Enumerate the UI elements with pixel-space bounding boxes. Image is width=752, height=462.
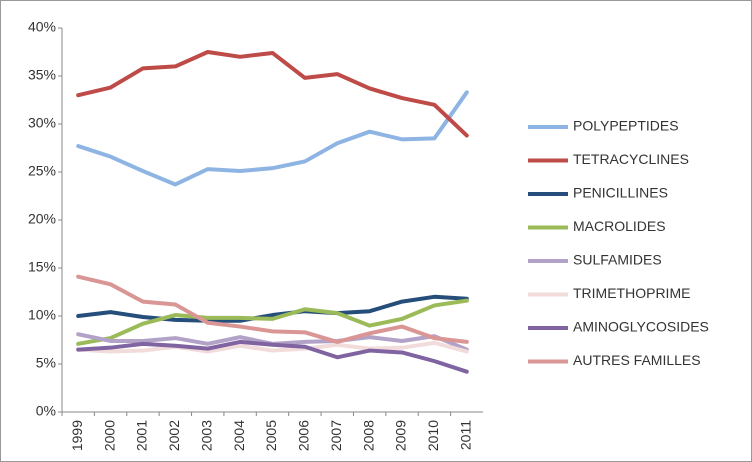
x-tick-label: 2008	[360, 420, 376, 451]
series-line	[76, 298, 469, 346]
y-tick-label: 30%	[28, 115, 56, 131]
x-tick-label: 2001	[134, 420, 150, 451]
x-tick-label: 2009	[393, 420, 409, 451]
x-tick-label: 1999	[69, 420, 85, 451]
y-tick-label: 0%	[36, 403, 56, 419]
series-line	[76, 340, 469, 354]
series-line	[76, 274, 469, 344]
series-line	[76, 90, 469, 187]
legend-label: SULFAMIDES	[573, 252, 662, 268]
x-tick-label: 2003	[198, 420, 214, 451]
x-tick-label: 2010	[425, 420, 441, 451]
legend-label: AMINOGLYCOSIDES	[573, 319, 709, 335]
y-tick-label: 5%	[36, 355, 56, 371]
series-line	[76, 50, 469, 138]
legend-label: MACROLIDES	[573, 218, 666, 234]
series-line	[76, 294, 469, 323]
y-tick-label: 10%	[28, 307, 56, 323]
x-tick-label: 2002	[166, 420, 182, 451]
y-tick-label: 35%	[28, 67, 56, 83]
legend-label: AUTRES FAMILLES	[573, 352, 701, 368]
legend-label: POLYPEPTIDES	[573, 118, 679, 134]
x-tick-label: 2007	[328, 420, 344, 451]
x-tick-label: 2006	[296, 420, 312, 451]
x-tick-label: 2004	[231, 420, 247, 451]
legend-label: TETRACYCLINES	[573, 151, 689, 167]
y-tick-label: 15%	[28, 259, 56, 275]
y-tick-label: 25%	[28, 163, 56, 179]
y-tick-label: 20%	[28, 211, 56, 227]
x-tick-label: 2011	[458, 420, 474, 450]
series-line	[76, 339, 469, 374]
legend-label: TRIMETHOPRIME	[573, 285, 690, 301]
x-tick-label: 2005	[263, 420, 279, 451]
legend-label: PENICILLINES	[573, 185, 668, 201]
y-tick-label: 40%	[28, 19, 56, 35]
x-tick-label: 2000	[101, 420, 117, 451]
